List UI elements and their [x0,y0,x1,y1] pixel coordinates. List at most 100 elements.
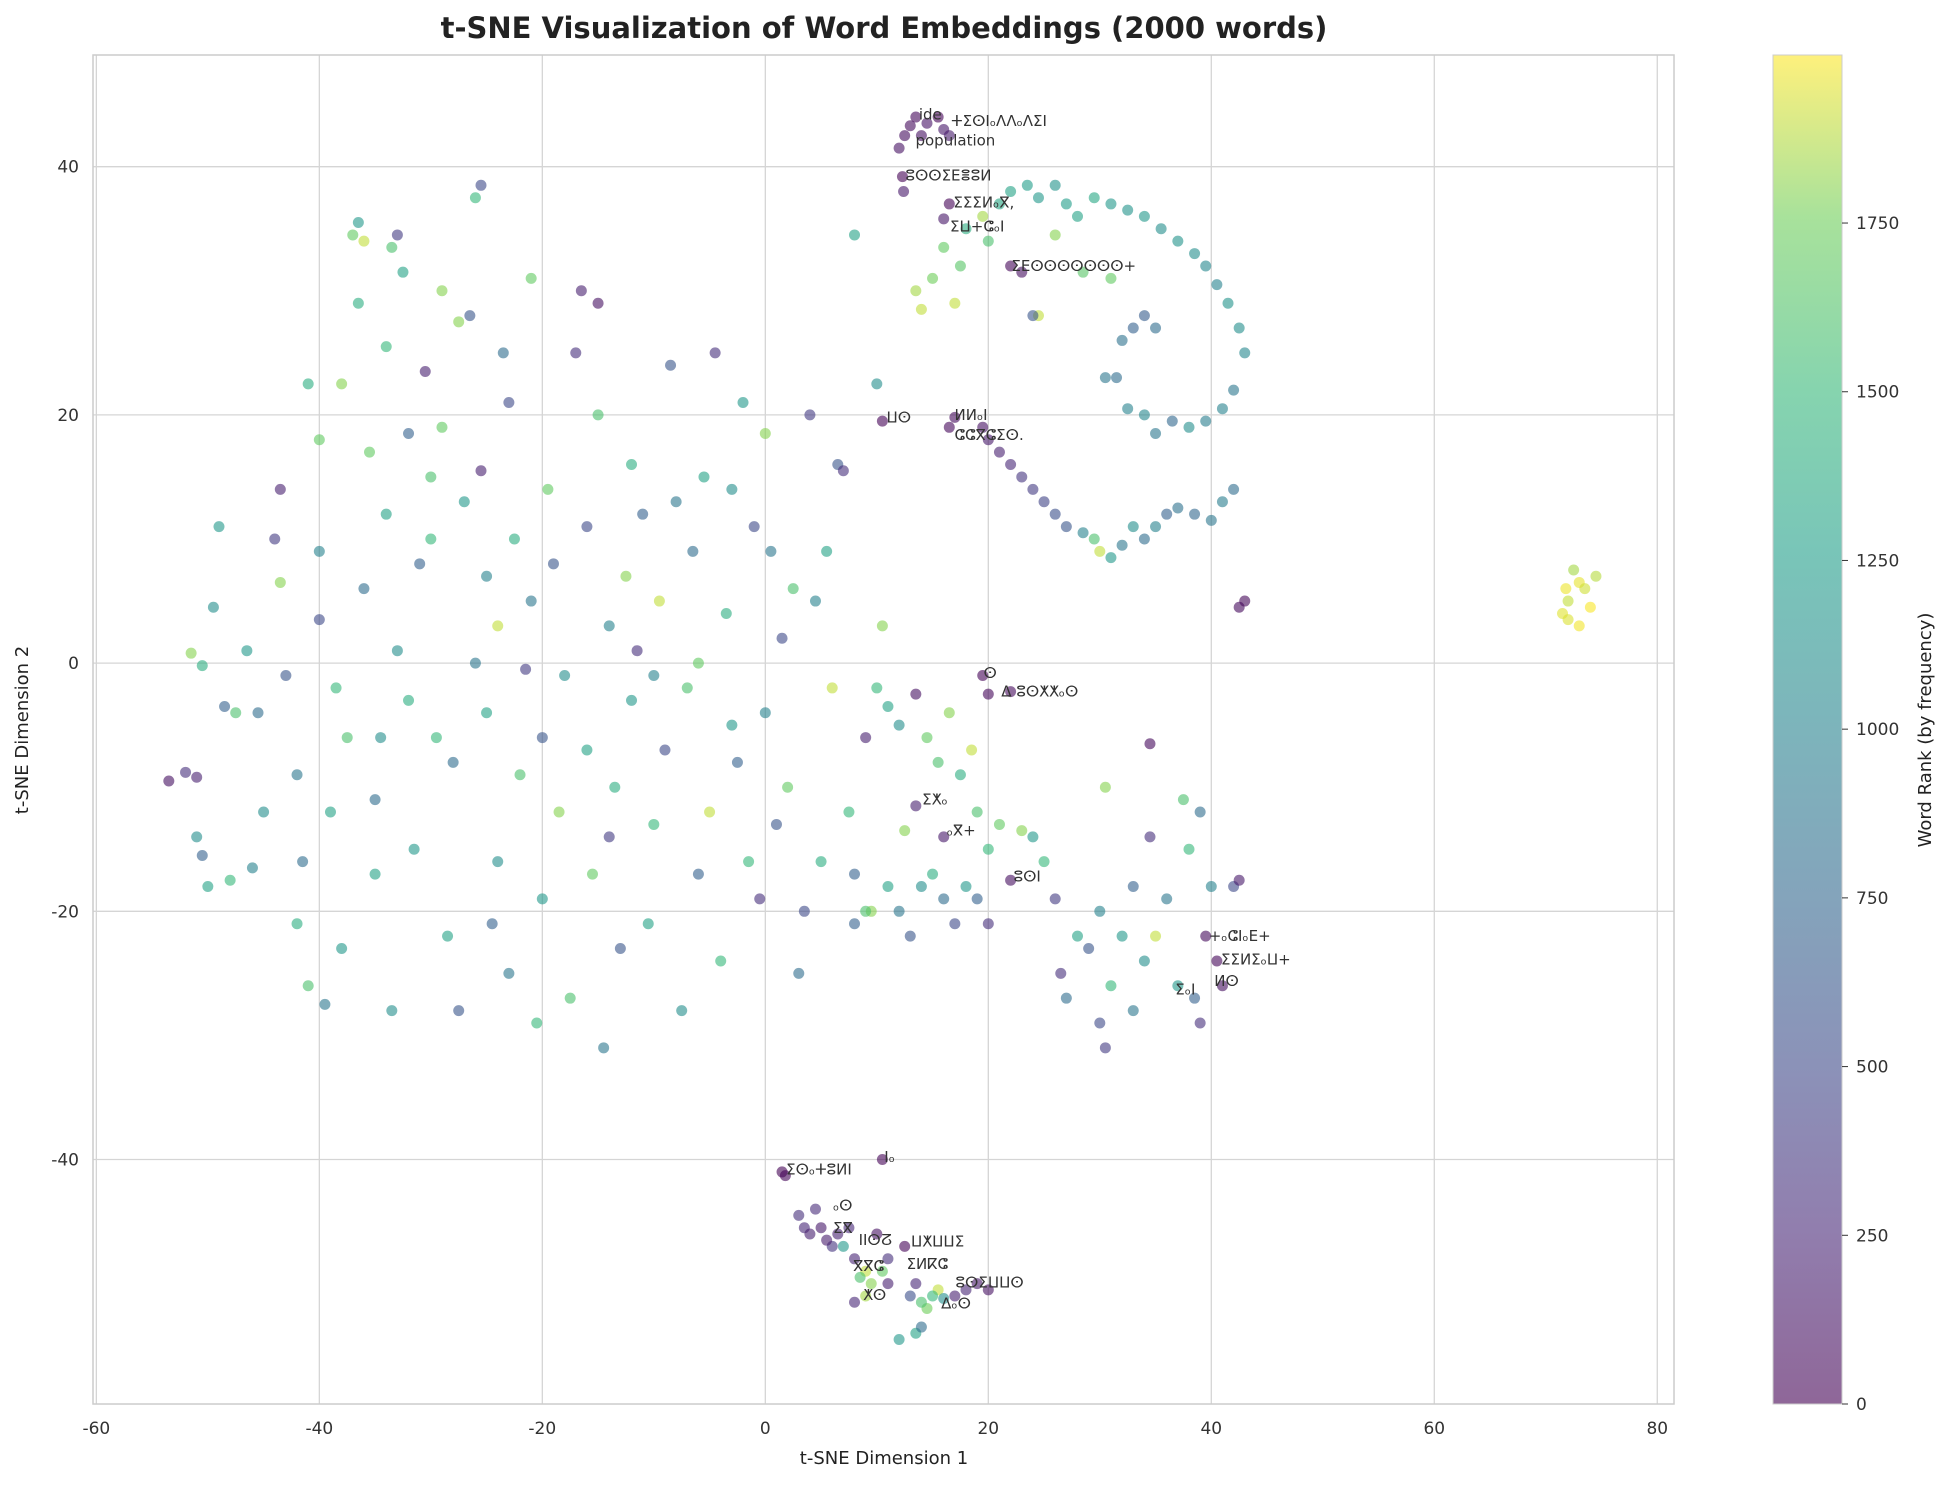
data-point [977,421,989,433]
data-point [899,130,911,142]
data-point [575,285,587,297]
colorbar-tick-label: 250 [1856,1226,1888,1246]
data-point [754,893,766,905]
data-point [1038,496,1050,508]
data-point [954,769,966,781]
data-point [163,775,175,787]
point-annotation: ⵡⵙ [887,408,912,426]
data-point [882,1253,894,1265]
data-point [1122,204,1134,216]
data-point [202,880,214,892]
data-point [932,111,944,123]
data-point [982,843,994,855]
data-point [904,930,916,942]
data-point [380,341,392,353]
data-point [380,508,392,520]
data-point [731,756,743,768]
data-point [481,570,493,582]
data-point [581,521,593,533]
data-point [804,1228,816,1240]
data-point [837,465,849,477]
data-point [397,266,409,278]
data-point [938,241,950,253]
x-tick-label: 80 [1646,1419,1668,1439]
y-tick-label: -20 [51,902,79,922]
data-point [592,297,604,309]
data-point [1127,521,1139,533]
data-point [1200,260,1212,272]
data-point [871,1228,883,1240]
colorbar-tick-label: 1750 [1856,214,1899,234]
data-point [1211,279,1223,291]
data-point [704,806,716,818]
data-point [369,868,381,880]
point-annotation: ₒⴳ+ [947,822,976,840]
data-point [564,992,576,1004]
data-point [525,595,537,607]
data-point [1027,831,1039,843]
data-point [1138,409,1150,421]
data-point [1138,533,1150,545]
point-annotation: ⵉⵙₒⵜⵓⵍⵏ [786,1160,852,1178]
data-point [915,130,927,142]
data-point [1194,1017,1206,1029]
data-point [715,955,727,967]
point-annotation: ⵉⵍⴽⵛ [907,1255,949,1273]
data-point [1127,322,1139,334]
data-point [860,732,872,744]
data-point [352,297,364,309]
data-point [1116,539,1128,551]
data-point [899,1240,911,1252]
data-point [793,967,805,979]
data-point [1049,508,1061,520]
data-point [230,707,242,719]
data-point [993,818,1005,830]
data-point [1216,403,1228,415]
data-point [492,620,504,632]
data-point [503,967,515,979]
x-tick-label: 0 [760,1419,771,1439]
data-point [620,570,632,582]
data-point [425,471,437,483]
data-point [938,213,950,225]
data-point [291,918,303,930]
data-point [1099,372,1111,384]
colorbar [1773,55,1842,1404]
data-point [1166,415,1178,427]
data-point [1189,248,1201,260]
data-point [949,297,961,309]
data-point [1060,198,1072,210]
data-point [453,1005,465,1017]
data-point [1183,843,1195,855]
data-point [860,1290,872,1302]
data-point [1228,384,1240,396]
data-point [648,670,660,682]
data-point [1072,210,1084,222]
data-point [586,868,598,880]
data-point [687,545,699,557]
data-point [854,1271,866,1283]
data-point [1005,459,1017,471]
data-point [893,719,905,731]
data-point [1200,930,1212,942]
data-point [191,771,203,783]
data-point [982,1284,994,1296]
x-tick-label: 40 [1200,1419,1222,1439]
data-point [776,632,788,644]
point-annotation: ⵡⵅⵡⵡⵉ [911,1232,964,1250]
data-point [547,558,559,570]
data-point [453,316,465,328]
data-point [949,1290,961,1302]
data-point [1205,880,1217,892]
data-point [1027,483,1039,495]
data-point [949,918,961,930]
data-point [1194,806,1206,818]
data-point [876,1154,888,1166]
data-point [302,980,314,992]
data-point [921,732,933,744]
data-point [676,1005,688,1017]
data-point [1144,738,1156,750]
x-ticks: -60 -40 -20 0 20 40 60 80 [82,1419,1668,1439]
data-point [921,117,933,129]
data-point [430,732,442,744]
